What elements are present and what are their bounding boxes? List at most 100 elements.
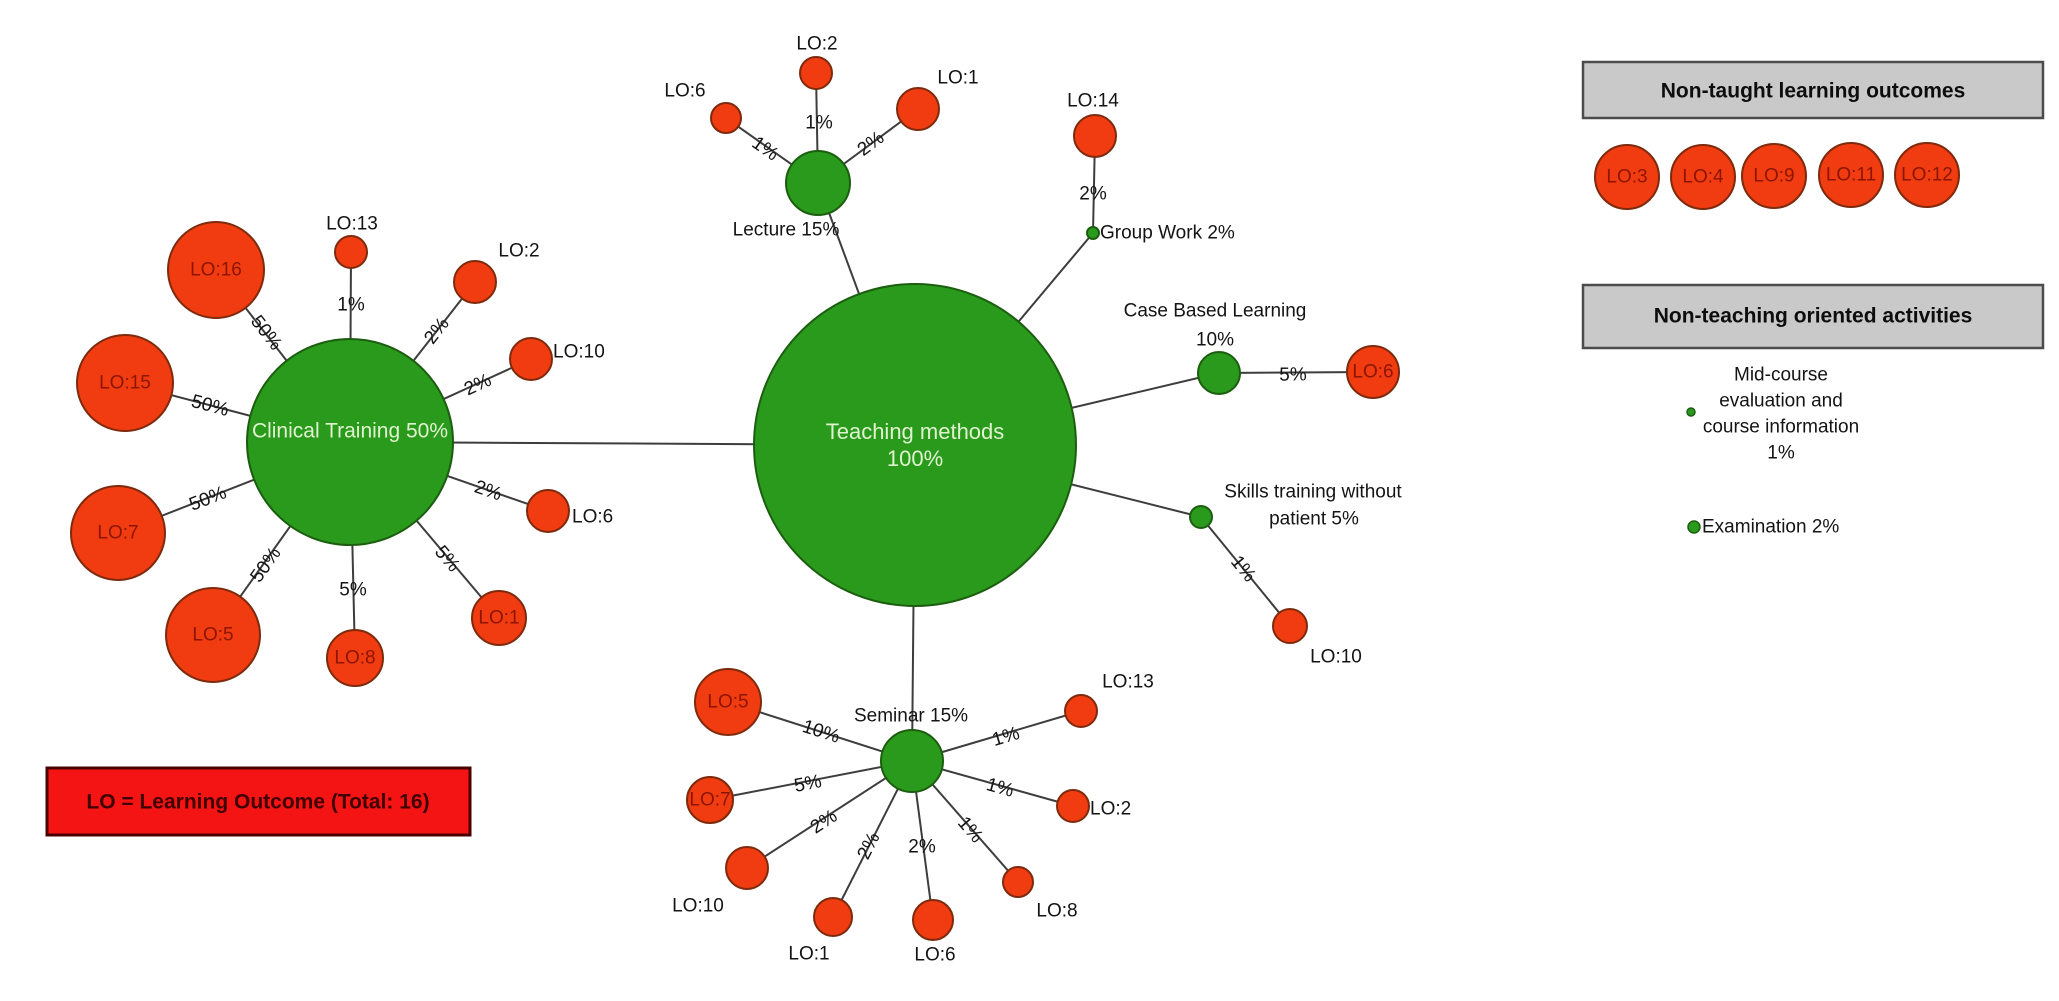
activity-text-1: Examination 2%	[1702, 517, 1839, 538]
activity-dot-0	[1686, 407, 1696, 417]
label-lec-lo6: LO:6	[664, 81, 705, 102]
edge-label-seminar-sem-lo2: 1%	[984, 774, 1016, 802]
node-label-teaching: Teaching methods	[826, 419, 1005, 444]
non-taught-circle-lo4	[1670, 144, 1736, 210]
edge-label-clinical-ct-lo8: 5%	[339, 580, 367, 601]
node-sem-lo6	[912, 899, 954, 941]
node-label-ct-lo8: LO:8	[334, 648, 375, 669]
non-teaching-header-box	[1581, 283, 2045, 350]
edge-skills-sk-lo10	[1200, 516, 1291, 627]
label-seminar: Seminar 15%	[854, 706, 968, 727]
label-sem-lo1: LO:1	[788, 944, 829, 965]
node-ct-lo16	[167, 221, 265, 319]
non-taught-circle-label: LO:9	[1753, 166, 1794, 187]
node-skills	[1189, 505, 1213, 529]
panel-non-teaching: Non-teaching oriented activities Mid-cou…	[1581, 283, 2045, 538]
node-sem-lo8	[1002, 866, 1034, 898]
edge-label-lecture-lec-lo1: 2%	[854, 127, 889, 160]
node-teaching	[753, 283, 1077, 607]
node-sem-lo1	[813, 897, 853, 937]
node-label-sem-lo5: LO:5	[707, 692, 748, 713]
edge-label-clinical-ct-lo16: 50%	[246, 312, 286, 355]
label-lec-lo1: LO:1	[937, 68, 978, 89]
non-taught-circle-lo11	[1818, 142, 1884, 208]
node-label-ct-lo1: LO:1	[478, 608, 519, 629]
non-taught-circle-lo3	[1594, 144, 1660, 210]
edge-label-clinical-ct-lo6: 2%	[472, 477, 505, 506]
node-lec-lo6	[710, 102, 742, 134]
label-sem-lo13: LO:13	[1102, 672, 1154, 693]
node-label-sem-lo7: LO:7	[689, 790, 730, 811]
activity-text-0: evaluation and	[1719, 391, 1843, 412]
edge-label-seminar-sem-lo13: 1%	[990, 723, 1022, 751]
node-sem-lo7	[686, 776, 734, 824]
label-cbl: 10%	[1196, 330, 1234, 351]
edge-seminar-sem-lo7	[709, 760, 913, 801]
node-ct-lo7	[70, 485, 166, 581]
edge-label-clinical-ct-lo13: 1%	[337, 295, 365, 316]
nodes-layer	[70, 56, 1400, 941]
edge-label-groupwork-gw-lo14: 2%	[1079, 184, 1107, 205]
outside-labels-layer: LO:6 LO:2 LO:1 LO:14 Group Work 2% Lecture 15…	[326, 34, 1402, 966]
label-sk-lo10: LO:10	[1310, 647, 1362, 668]
edge-label-seminar-sem-lo6: 2%	[908, 837, 936, 858]
activity-text-0: 1%	[1767, 443, 1795, 464]
label-skills: patient 5%	[1269, 509, 1359, 530]
node-label-teaching: 100%	[887, 446, 943, 471]
label-ct-lo6: LO:6	[572, 507, 613, 528]
node-seminar	[880, 729, 944, 793]
node-lec-lo2	[799, 56, 833, 90]
label-skills: Skills training without	[1224, 482, 1402, 503]
panel-non-taught: Non-taught learning outcomes LO:3 LO:4 LO:…	[1581, 60, 2045, 210]
node-clinical	[246, 338, 454, 546]
non-taught-circle-lo9	[1741, 143, 1807, 209]
node-lec-lo1	[896, 87, 940, 131]
legend-box-group: LO = Learning Outcome (Total: 16)	[45, 766, 472, 837]
label-sem-lo2: LO:2	[1090, 799, 1131, 820]
node-label-ct-lo16: LO:16	[190, 260, 242, 281]
label-sem-lo10: LO:10	[672, 896, 724, 917]
label-ct-lo10: LO:10	[553, 342, 605, 363]
node-sk-lo10	[1272, 608, 1308, 644]
non-taught-circle-label: LO:4	[1682, 167, 1724, 188]
node-cbl-lo6	[1346, 345, 1400, 399]
node-ct-lo6	[526, 489, 570, 533]
label-ct-lo2: LO:2	[498, 241, 539, 262]
non-teaching-items: Mid-course evaluation and course informati…	[1686, 365, 1859, 538]
node-ct-lo5	[165, 587, 261, 683]
non-taught-circle-label: LO:3	[1606, 167, 1647, 188]
label-groupwork: Group Work 2%	[1100, 223, 1235, 244]
non-taught-circle-label: LO:12	[1901, 165, 1953, 186]
activity-text-0: Mid-course	[1734, 365, 1828, 386]
edge-label-seminar-sem-lo5: 10%	[800, 716, 843, 748]
node-lecture	[785, 150, 851, 216]
edge-seminar-sem-lo10	[746, 760, 913, 869]
node-ct-lo10	[509, 337, 553, 381]
non-teaching-title: Non-teaching oriented activities	[1654, 305, 1973, 328]
activity-dot-1	[1687, 520, 1701, 534]
non-taught-circle-label: LO:11	[1826, 165, 1876, 186]
edge-label-clinical-ct-lo15: 50%	[189, 391, 231, 421]
label-lec-lo2: LO:2	[796, 34, 837, 55]
label-cbl: Case Based Learning	[1124, 301, 1307, 322]
label-sem-lo6: LO:6	[914, 945, 955, 966]
non-taught-circle-lo12	[1894, 142, 1960, 208]
edge-label-clinical-ct-lo2: 2%	[420, 314, 454, 349]
node-ct-lo2	[453, 260, 497, 304]
node-label-ct-lo5: LO:5	[192, 625, 233, 646]
edge-label-seminar-sem-lo1: 2%	[853, 829, 884, 863]
node-ct-lo8	[326, 629, 384, 687]
node-label-ct-lo15: LO:15	[99, 373, 151, 394]
edge-label-clinical-ct-lo7: 50%	[186, 482, 229, 515]
node-sem-lo13	[1064, 694, 1098, 728]
label-ct-lo13: LO:13	[326, 214, 378, 235]
node-label-ct-lo7: LO:7	[97, 523, 138, 544]
node-ct-lo15	[76, 334, 174, 432]
legend-box	[45, 766, 472, 837]
edge-label-seminar-sem-lo7: 5%	[793, 771, 824, 797]
edge-label-clinical-ct-lo10: 2%	[461, 370, 495, 401]
node-sem-lo5	[694, 668, 762, 736]
edge-label-skills-sk-lo10: 1%	[1226, 552, 1260, 587]
label-lecture: Lecture 15%	[733, 220, 840, 241]
